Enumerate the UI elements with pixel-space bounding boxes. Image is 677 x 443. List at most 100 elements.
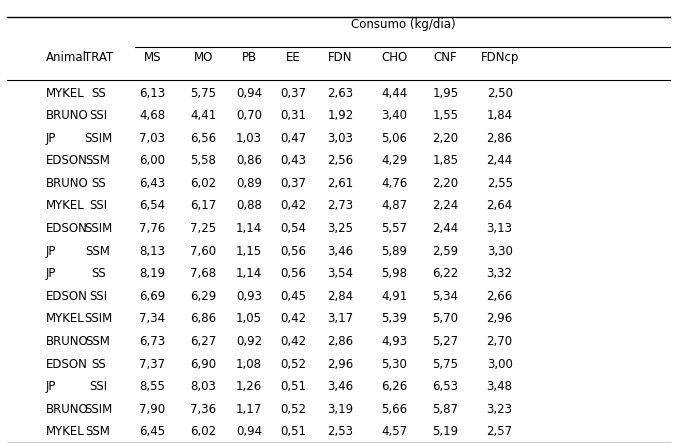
Text: 4,76: 4,76 bbox=[381, 177, 407, 190]
Text: 7,68: 7,68 bbox=[190, 267, 216, 280]
Text: 2,24: 2,24 bbox=[433, 199, 458, 213]
Text: MYKEL: MYKEL bbox=[46, 425, 85, 439]
Text: SSM: SSM bbox=[86, 335, 110, 348]
Text: 1,84: 1,84 bbox=[487, 109, 512, 122]
Text: 5,70: 5,70 bbox=[433, 312, 458, 326]
Text: 2,96: 2,96 bbox=[487, 312, 512, 326]
Text: 8,55: 8,55 bbox=[139, 380, 165, 393]
Text: 0,51: 0,51 bbox=[280, 380, 306, 393]
Text: 6,45: 6,45 bbox=[139, 425, 165, 439]
Text: 2,86: 2,86 bbox=[487, 132, 512, 145]
Text: 7,90: 7,90 bbox=[139, 403, 165, 416]
Text: 0,37: 0,37 bbox=[280, 177, 306, 190]
Text: 4,44: 4,44 bbox=[381, 86, 407, 100]
Text: 5,34: 5,34 bbox=[433, 290, 458, 303]
Text: 8,03: 8,03 bbox=[190, 380, 216, 393]
Text: 3,25: 3,25 bbox=[328, 222, 353, 235]
Text: 1,08: 1,08 bbox=[236, 358, 262, 371]
Text: JP: JP bbox=[46, 132, 56, 145]
Text: 8,13: 8,13 bbox=[139, 245, 165, 258]
Text: 5,30: 5,30 bbox=[381, 358, 407, 371]
Text: SS: SS bbox=[91, 358, 106, 371]
Text: 4,29: 4,29 bbox=[381, 154, 407, 167]
Text: 7,36: 7,36 bbox=[190, 403, 216, 416]
Text: 1,14: 1,14 bbox=[236, 222, 262, 235]
Text: 6,26: 6,26 bbox=[381, 380, 407, 393]
Text: MYKEL: MYKEL bbox=[46, 312, 85, 326]
Text: 6,00: 6,00 bbox=[139, 154, 165, 167]
Text: 0,52: 0,52 bbox=[280, 403, 306, 416]
Text: 0,45: 0,45 bbox=[280, 290, 306, 303]
Text: PB: PB bbox=[242, 51, 257, 64]
Text: 3,54: 3,54 bbox=[328, 267, 353, 280]
Text: 6,02: 6,02 bbox=[190, 425, 216, 439]
Text: 2,20: 2,20 bbox=[433, 177, 458, 190]
Text: 3,23: 3,23 bbox=[487, 403, 512, 416]
Text: 6,27: 6,27 bbox=[190, 335, 216, 348]
Text: SSIM: SSIM bbox=[84, 222, 112, 235]
Text: 4,93: 4,93 bbox=[381, 335, 407, 348]
Text: FDNcp: FDNcp bbox=[481, 51, 519, 64]
Text: 1,92: 1,92 bbox=[328, 109, 353, 122]
Text: 6,73: 6,73 bbox=[139, 335, 165, 348]
Text: 0,51: 0,51 bbox=[280, 425, 306, 439]
Text: EDSON: EDSON bbox=[46, 222, 88, 235]
Text: SSI: SSI bbox=[89, 290, 107, 303]
Text: 6,22: 6,22 bbox=[433, 267, 458, 280]
Text: 4,87: 4,87 bbox=[381, 199, 407, 213]
Text: 0,88: 0,88 bbox=[236, 199, 262, 213]
Text: 7,76: 7,76 bbox=[139, 222, 165, 235]
Text: 0,31: 0,31 bbox=[280, 109, 306, 122]
Text: 2,20: 2,20 bbox=[433, 132, 458, 145]
Text: 0,42: 0,42 bbox=[280, 335, 306, 348]
Text: 0,89: 0,89 bbox=[236, 177, 262, 190]
Text: 3,03: 3,03 bbox=[328, 132, 353, 145]
Text: 0,54: 0,54 bbox=[280, 222, 306, 235]
Text: MYKEL: MYKEL bbox=[46, 86, 85, 100]
Text: 0,92: 0,92 bbox=[236, 335, 262, 348]
Text: BRUNO: BRUNO bbox=[46, 109, 89, 122]
Text: 7,34: 7,34 bbox=[139, 312, 165, 326]
Text: 5,87: 5,87 bbox=[433, 403, 458, 416]
Text: 3,19: 3,19 bbox=[328, 403, 353, 416]
Text: SS: SS bbox=[91, 86, 106, 100]
Text: 1,26: 1,26 bbox=[236, 380, 262, 393]
Text: 2,44: 2,44 bbox=[433, 222, 458, 235]
Text: 0,70: 0,70 bbox=[236, 109, 262, 122]
Text: 3,46: 3,46 bbox=[328, 380, 353, 393]
Text: SS: SS bbox=[91, 177, 106, 190]
Text: 0,37: 0,37 bbox=[280, 86, 306, 100]
Text: 2,44: 2,44 bbox=[487, 154, 512, 167]
Text: SSM: SSM bbox=[86, 245, 110, 258]
Text: MYKEL: MYKEL bbox=[46, 199, 85, 213]
Text: JP: JP bbox=[46, 267, 56, 280]
Text: EDSON: EDSON bbox=[46, 290, 88, 303]
Text: SSI: SSI bbox=[89, 380, 107, 393]
Text: MO: MO bbox=[194, 51, 213, 64]
Text: 2,73: 2,73 bbox=[328, 199, 353, 213]
Text: 3,46: 3,46 bbox=[328, 245, 353, 258]
Text: BRUNO: BRUNO bbox=[46, 403, 89, 416]
Text: 1,14: 1,14 bbox=[236, 267, 262, 280]
Text: 6,13: 6,13 bbox=[139, 86, 165, 100]
Text: 2,64: 2,64 bbox=[487, 199, 512, 213]
Text: 3,30: 3,30 bbox=[487, 245, 512, 258]
Text: 0,86: 0,86 bbox=[236, 154, 262, 167]
Text: 7,60: 7,60 bbox=[190, 245, 216, 258]
Text: 4,68: 4,68 bbox=[139, 109, 165, 122]
Text: Consumo (kg/dia): Consumo (kg/dia) bbox=[351, 18, 455, 31]
Text: 5,66: 5,66 bbox=[381, 403, 407, 416]
Text: SSM: SSM bbox=[86, 154, 110, 167]
Text: SSI: SSI bbox=[89, 109, 107, 122]
Text: 6,90: 6,90 bbox=[190, 358, 216, 371]
Text: 6,29: 6,29 bbox=[190, 290, 216, 303]
Text: 3,13: 3,13 bbox=[487, 222, 512, 235]
Text: 4,41: 4,41 bbox=[190, 109, 216, 122]
Text: 8,19: 8,19 bbox=[139, 267, 165, 280]
Text: 1,03: 1,03 bbox=[236, 132, 262, 145]
Text: SSM: SSM bbox=[86, 425, 110, 439]
Text: 5,06: 5,06 bbox=[381, 132, 407, 145]
Text: BRUNO: BRUNO bbox=[46, 335, 89, 348]
Text: 5,39: 5,39 bbox=[381, 312, 407, 326]
Text: Animal: Animal bbox=[46, 51, 87, 64]
